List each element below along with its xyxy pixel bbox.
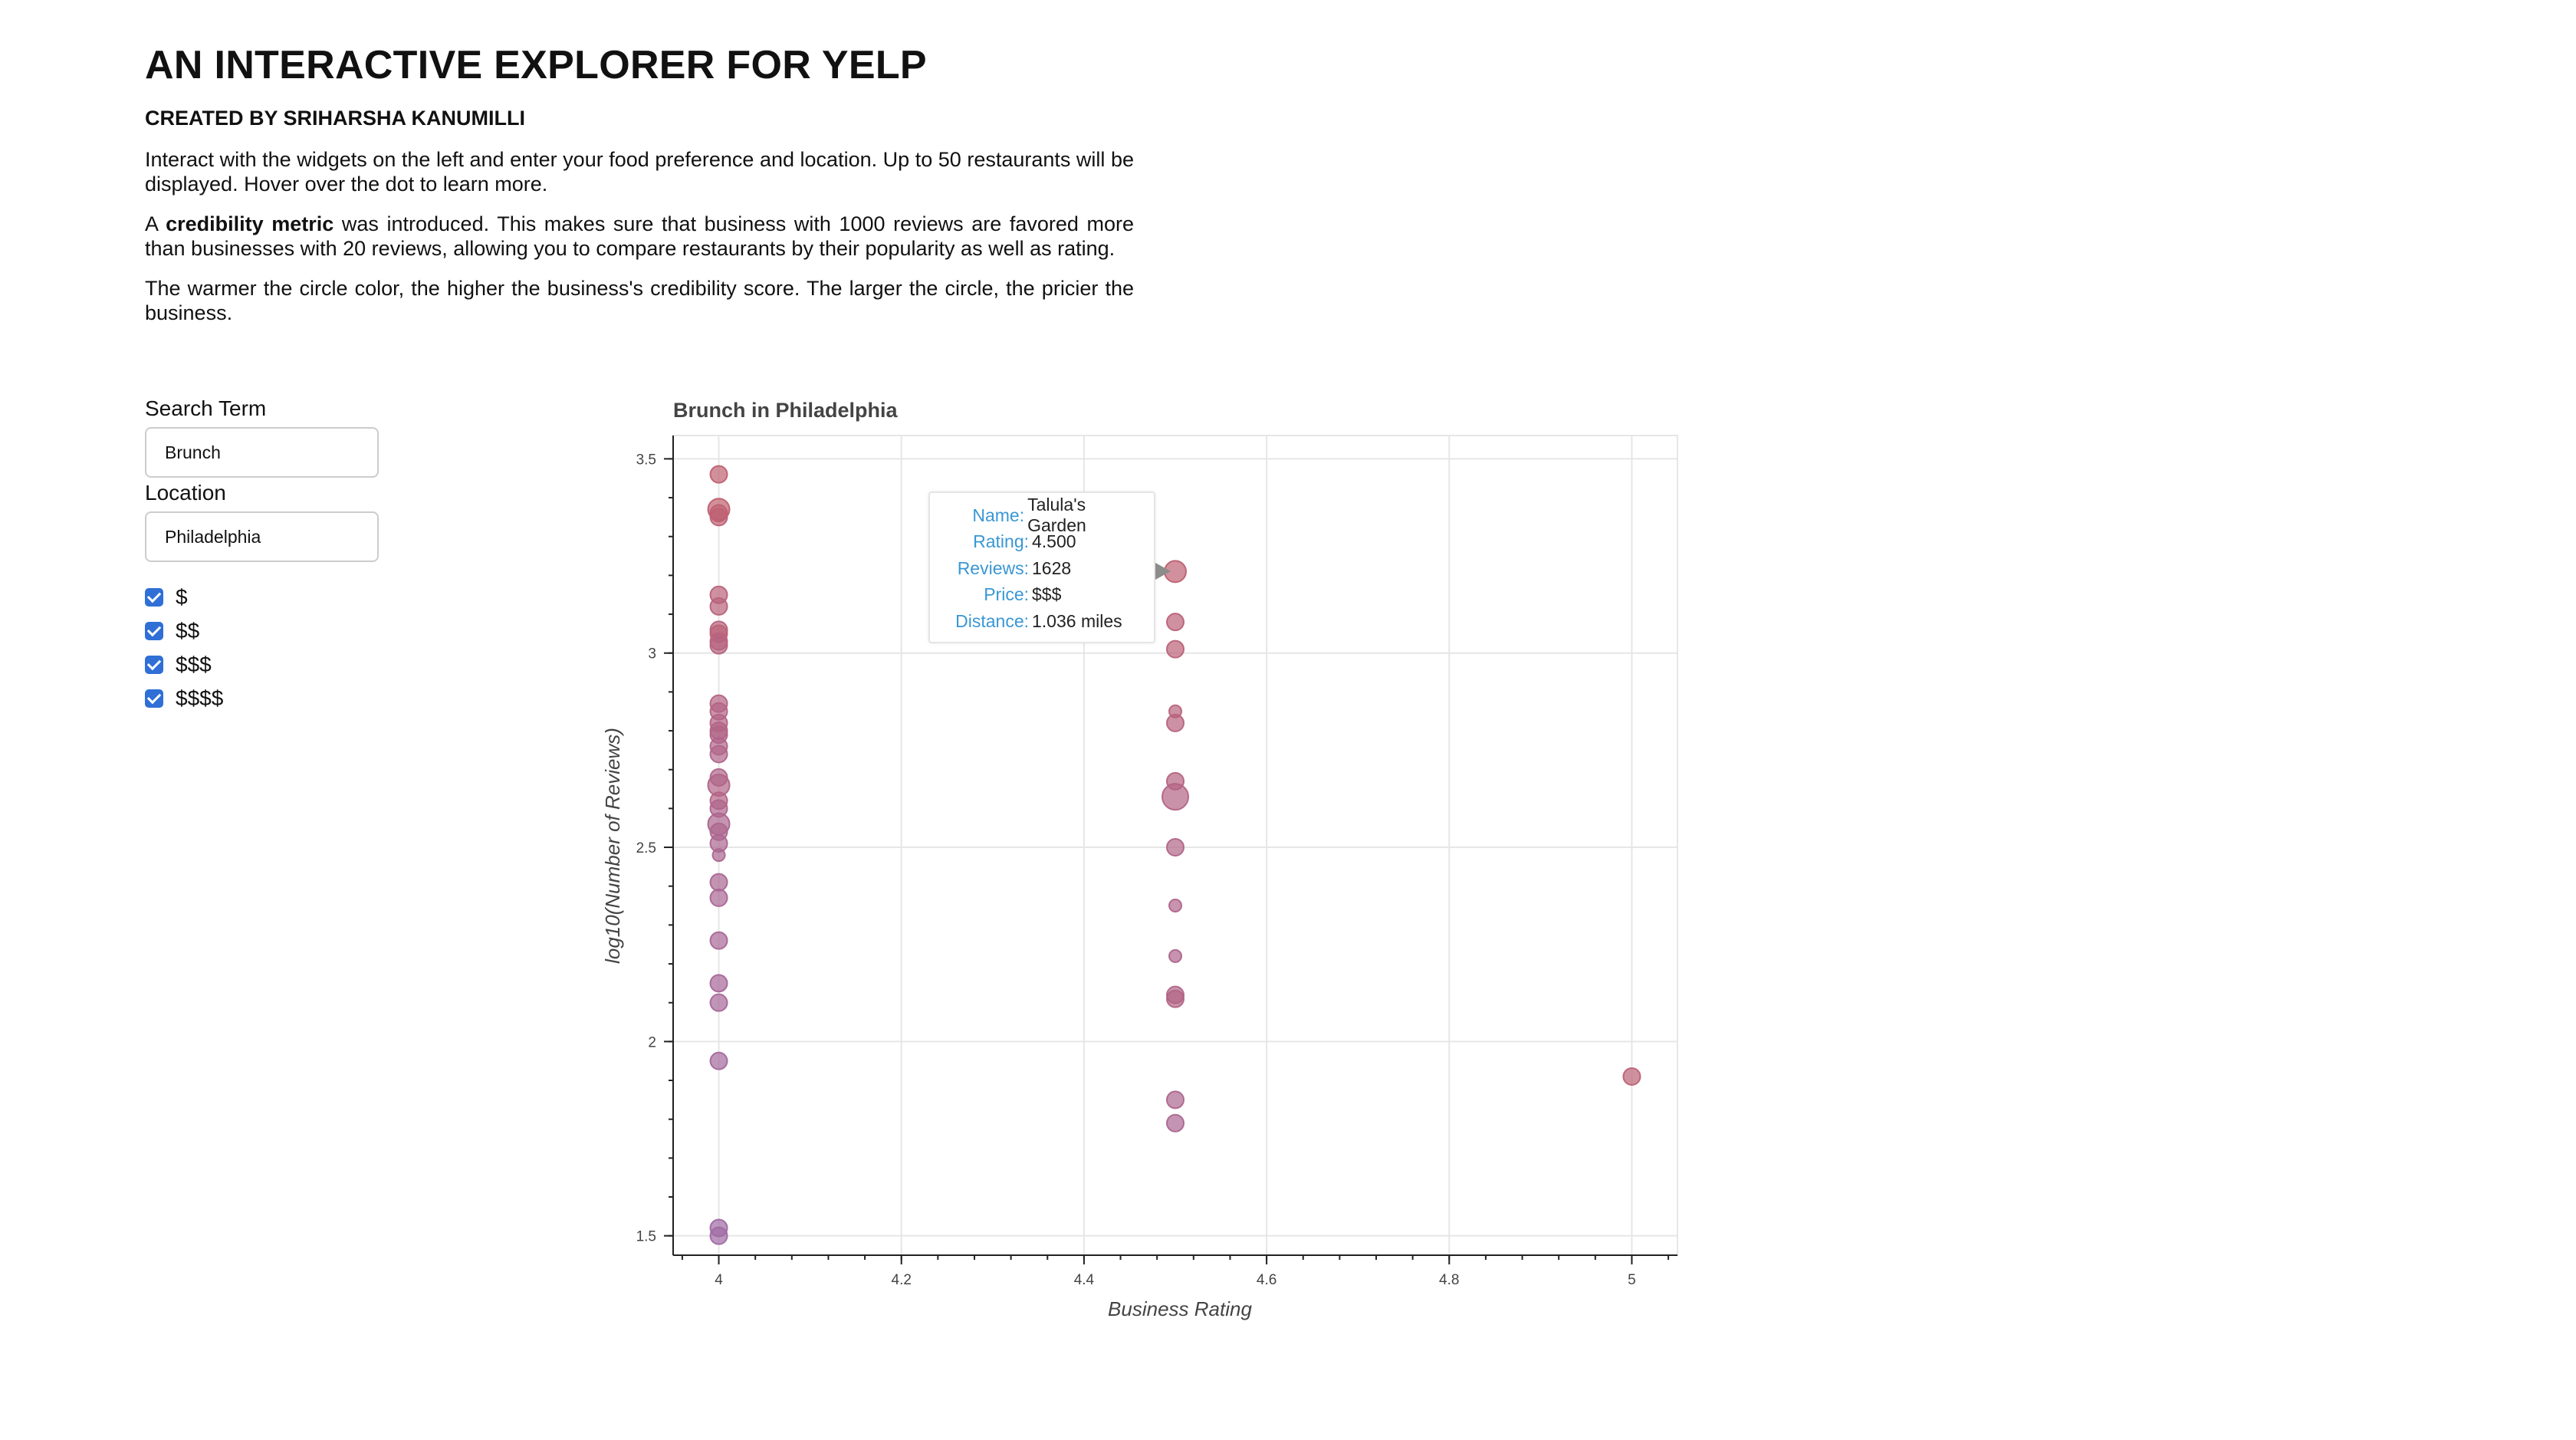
tooltip-price-row: Price: $$$ — [941, 582, 1143, 609]
para2-suffix: was introduced. This makes sure that bus… — [145, 212, 1134, 260]
tooltip-name-row: Name: Talula's Garden — [941, 495, 1143, 535]
tooltip-pointer-icon — [1155, 563, 1171, 580]
data-point[interactable] — [1168, 899, 1182, 913]
data-point[interactable] — [709, 597, 728, 616]
x-axis-label: Business Rating — [1108, 1297, 1252, 1320]
data-point[interactable] — [709, 974, 728, 993]
tooltip-value: 1.036 miles — [1032, 610, 1122, 631]
tooltip-reviews-row: Reviews: 1628 — [941, 555, 1143, 582]
price-option-label: $$ — [176, 619, 200, 643]
data-point[interactable] — [709, 1226, 728, 1245]
intro-paragraph-3: The warmer the circle color, the higher … — [145, 277, 1134, 324]
data-point[interactable] — [1166, 713, 1184, 732]
price-option-2[interactable]: $$ — [145, 614, 390, 648]
data-point[interactable] — [1166, 989, 1184, 1008]
page-subtitle: CREATED BY SRIHARSHA KANUMILLI — [145, 107, 526, 130]
tooltip-value: 4.500 — [1032, 531, 1076, 552]
tooltip-distance-row: Distance: 1.036 miles — [941, 608, 1143, 635]
y-tick-label: 3.5 — [636, 452, 656, 468]
data-point[interactable] — [709, 873, 728, 892]
hover-tooltip: Name: Talula's Garden Rating: 4.500 Revi… — [928, 492, 1171, 643]
search-term-label: Search Term — [145, 396, 267, 420]
tooltip-rating-row: Rating: 4.500 — [941, 529, 1143, 556]
checkbox-checked-icon[interactable] — [145, 689, 163, 708]
data-point[interactable] — [709, 745, 728, 764]
location-input[interactable] — [145, 511, 379, 562]
data-point[interactable] — [709, 993, 728, 1012]
y-tick-label: 3 — [648, 646, 656, 662]
data-point[interactable] — [1166, 1090, 1184, 1110]
para2-prefix: A — [145, 212, 166, 235]
tooltip-key: Price: — [984, 584, 1029, 605]
y-tick-label: 2 — [648, 1034, 656, 1050]
data-point[interactable] — [709, 931, 728, 950]
tooltip-key: Distance: — [955, 610, 1029, 631]
x-tick-label: 4.4 — [1074, 1272, 1095, 1288]
x-tick-label: 4.6 — [1257, 1272, 1276, 1288]
widget-panel: Search Term Location $ $$ $$$ $$$$ — [145, 395, 390, 715]
price-option-label: $ — [176, 585, 188, 609]
tooltip-value: Talula's Garden — [1027, 495, 1086, 536]
intro-paragraph-1: Interact with the widgets on the left an… — [145, 148, 1134, 196]
tooltip-key: Rating: — [973, 531, 1029, 552]
y-tick-label: 2.5 — [636, 840, 656, 856]
checkbox-checked-icon[interactable] — [145, 622, 163, 640]
x-tick-label: 4.8 — [1439, 1272, 1459, 1288]
price-option-label: $$$$ — [176, 686, 224, 710]
y-tick-label: 1.5 — [636, 1229, 656, 1245]
data-point[interactable] — [709, 1051, 728, 1070]
data-point[interactable] — [1166, 613, 1184, 632]
data-point[interactable] — [1166, 639, 1184, 659]
price-option-1[interactable]: $ — [145, 580, 390, 614]
location-label: Location — [145, 481, 226, 505]
data-point[interactable] — [1168, 948, 1182, 963]
chart-canvas[interactable]: Brunch in Philadelphia Business Rating l… — [583, 399, 1702, 1334]
intro-section: AN INTERACTIVE EXPLORER FOR YELP CREATED… — [145, 40, 1134, 325]
data-point[interactable] — [711, 848, 726, 863]
data-points — [707, 465, 1641, 1245]
y-axis-label: log10(Number of Reviews) — [601, 728, 624, 964]
credibility-metric-term: credibility metric — [166, 212, 334, 235]
data-point[interactable] — [1166, 1113, 1184, 1133]
tooltip-key: Name: — [972, 505, 1025, 525]
data-point[interactable] — [1162, 783, 1189, 811]
data-point[interactable] — [709, 636, 728, 655]
tooltip-value: $$$ — [1032, 584, 1062, 605]
checkbox-checked-icon[interactable] — [145, 656, 163, 674]
price-checkbox-group: $ $$ $$$ $$$$ — [145, 580, 390, 715]
data-point[interactable] — [1622, 1067, 1641, 1086]
search-term-input[interactable] — [145, 427, 379, 478]
price-option-4[interactable]: $$$$ — [145, 682, 390, 715]
price-option-3[interactable]: $$$ — [145, 648, 390, 682]
data-point[interactable] — [709, 465, 728, 484]
axes: 4 4.2 4.4 4.6 4.8 5 1.5 2 2.5 3 3.5 — [636, 436, 1677, 1288]
scatter-plot[interactable]: Brunch in Philadelphia Business Rating l… — [583, 399, 1702, 1334]
intro-paragraph-2: A credibility metric was introduced. Thi… — [145, 212, 1134, 261]
x-tick-label: 4.2 — [892, 1272, 912, 1288]
tooltip-key: Reviews: — [957, 557, 1029, 578]
x-tick-label: 4 — [715, 1272, 723, 1288]
data-point[interactable] — [709, 888, 728, 907]
data-point[interactable] — [709, 508, 728, 527]
checkbox-checked-icon[interactable] — [145, 588, 163, 607]
chart-title: Brunch in Philadelphia — [673, 399, 899, 422]
price-option-label: $$$ — [176, 653, 212, 676]
data-point[interactable] — [1166, 838, 1184, 857]
x-tick-label: 5 — [1628, 1272, 1636, 1288]
grid-lines — [672, 435, 1678, 1256]
tooltip-value: 1628 — [1032, 557, 1072, 578]
page-title: AN INTERACTIVE EXPLORER FOR YELP — [145, 43, 927, 87]
